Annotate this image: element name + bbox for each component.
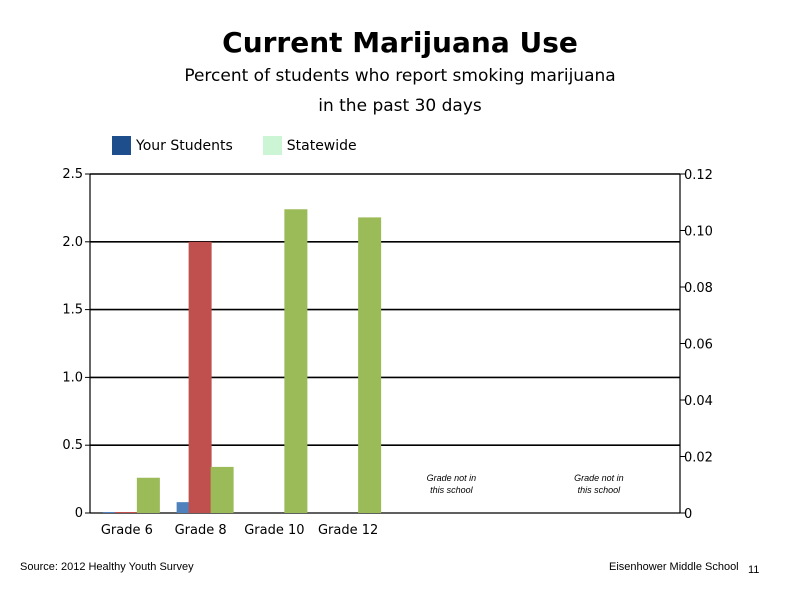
legend-swatch-your-students [112, 136, 131, 155]
y-right-tick-label: 0.12 [684, 168, 713, 183]
legend-item-statewide: Statewide [262, 136, 357, 155]
legend-label-statewide: Statewide [286, 137, 357, 154]
y-left-tick-label: 2.5 [62, 167, 83, 182]
bar-your-students-grade-6 [102, 512, 126, 513]
bar-statewide-grade-12 [358, 217, 382, 513]
y-right-tick-label: 0.02 [684, 451, 713, 466]
x-tick-label: Grade 10 [244, 523, 304, 538]
y-right-tick-label: 0.06 [684, 338, 713, 353]
bar-your-students-red-grade-8 [188, 241, 212, 514]
annotation-grade-not-in-school: this school [578, 485, 622, 495]
y-left-tick-label: 1.0 [62, 370, 83, 385]
legend-item-your-students: Your Students [112, 136, 233, 155]
chart-legend: Your Students Statewide [112, 136, 387, 155]
chart-subtitle-line-1: Percent of students who report smoking m… [184, 66, 616, 86]
y-right-tick-label: 0 [684, 507, 692, 522]
x-tick-label: Grade 12 [318, 523, 378, 538]
bar-statewide-grade-8 [210, 466, 234, 513]
bar-statewide-grade-6 [136, 477, 160, 513]
bar-your-students-grade-8 [176, 502, 200, 513]
y-right-tick-label: 0.08 [684, 281, 713, 296]
chart-subtitle-line-2: in the past 30 days [318, 96, 482, 116]
y-right-tick-label: 0.04 [684, 394, 713, 409]
page-number: 11 [748, 564, 760, 576]
bar-your-students-red-grade-6 [114, 512, 138, 513]
x-tick-label: Grade 6 [101, 523, 153, 538]
source-note: Source: 2012 Healthy Youth Survey [20, 561, 194, 573]
legend-swatch-statewide [262, 136, 282, 155]
annotation-grade-not-in-school: Grade not in [427, 473, 477, 483]
y-left-tick-label: 1.5 [62, 303, 83, 318]
bar-statewide-grade-10 [284, 209, 308, 514]
x-tick-label: Grade 8 [175, 523, 227, 538]
y-right-tick-label: 0.10 [684, 225, 713, 240]
chart-title: Current Marijuana Use [222, 26, 578, 59]
y-left-tick-label: 0 [75, 506, 83, 521]
legend-label-your-students: Your Students [136, 137, 233, 154]
school-name: Eisenhower Middle School [609, 561, 739, 573]
annotation-grade-not-in-school: Grade not in [574, 473, 624, 483]
annotation-grade-not-in-school: this school [430, 485, 474, 495]
y-left-tick-label: 0.5 [62, 438, 83, 453]
y-left-tick-label: 2.0 [62, 235, 83, 250]
